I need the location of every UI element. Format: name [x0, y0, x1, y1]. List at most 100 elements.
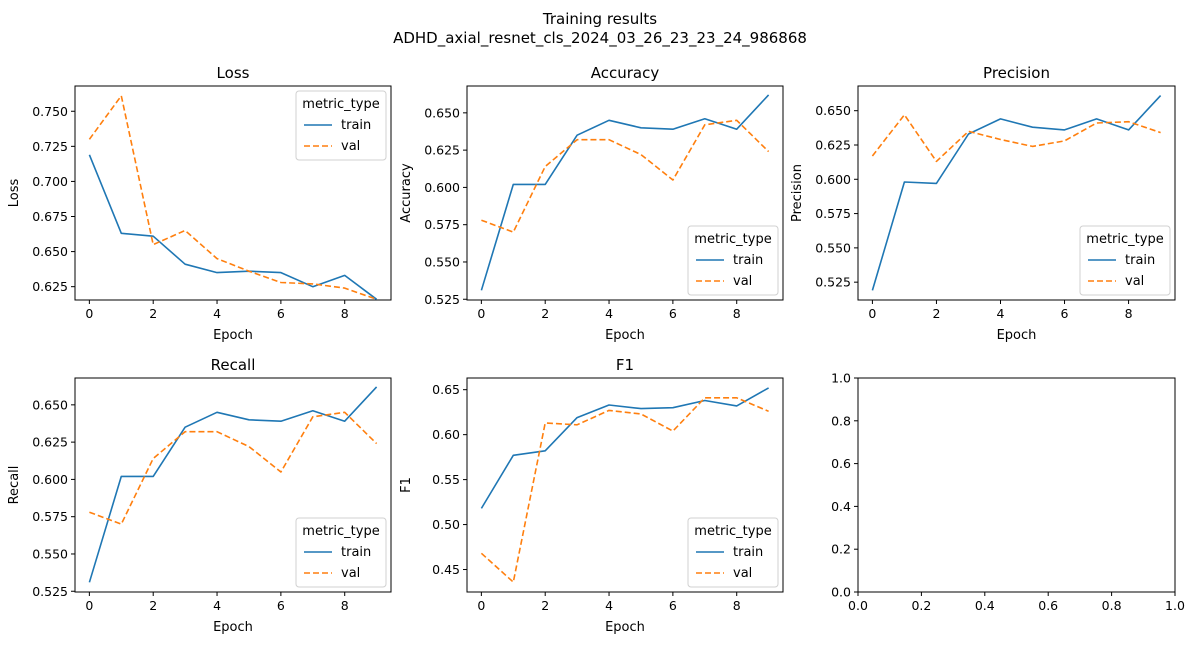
y-axis-label: Precision	[790, 164, 805, 222]
y-tick-label: 0.675	[32, 209, 68, 224]
y-tick-label: 0.625	[32, 279, 68, 294]
x-tick-label: 8	[341, 598, 349, 613]
y-tick-label: 0.4	[831, 499, 851, 514]
x-tick-label: 0	[477, 306, 485, 321]
y-tick-label: 0.575	[424, 217, 460, 232]
x-tick-label: 1.0	[1165, 598, 1185, 613]
legend-box	[1079, 225, 1171, 296]
legend-label-val: val	[1125, 274, 1144, 289]
x-tick-label: 0.0	[848, 598, 868, 613]
y-tick-label: 0.45	[432, 562, 460, 577]
y-tick-label: 0.525	[815, 275, 851, 290]
x-tick-label: 2	[541, 598, 549, 613]
series-line-val	[480, 396, 769, 583]
x-axis-label: Epoch	[213, 620, 253, 635]
legend-label-val: val	[341, 139, 360, 154]
y-tick-label: 0.2	[831, 542, 851, 557]
series-line-train	[88, 386, 378, 583]
x-tick-label: 6	[1061, 306, 1069, 321]
legend-title: metric_type	[302, 97, 379, 112]
y-tick-label: 0.55	[432, 472, 460, 487]
y-tick-label: 0.650	[32, 397, 68, 412]
y-tick-label: 0.650	[424, 105, 460, 120]
y-tick-label: 0.550	[32, 546, 68, 561]
chart-panel: Accuracy 0 2 4 6 8 0.525 0.550 0.575 0.600 0.625 0.…	[399, 64, 784, 343]
y-tick-label: 0.575	[815, 206, 851, 221]
x-axis-label: Epoch	[213, 328, 253, 343]
x-axis-label: Epoch	[605, 328, 645, 343]
x-tick-label: 4	[213, 598, 221, 613]
y-tick-label: 0.725	[32, 139, 68, 154]
x-tick-label: 4	[605, 306, 613, 321]
legend-label-train: train	[733, 545, 763, 560]
x-tick-label: 0	[477, 598, 485, 613]
y-axis-label: F1	[399, 477, 414, 493]
chart-title: Accuracy	[591, 64, 660, 82]
x-tick-label: 0.8	[1102, 598, 1122, 613]
y-tick-label: 0.575	[32, 509, 68, 524]
y-tick-label: 0.60	[432, 427, 460, 442]
chart-title: Precision	[983, 64, 1050, 82]
chart-panel: 0.0 0.2 0.4 0.6 0.8 1.0 0.0 0.2 0.4 0.6 0.8 1.0	[831, 371, 1185, 614]
axes-frame	[857, 377, 1176, 593]
x-tick-label: 0.4	[975, 598, 995, 613]
x-axis-label: Epoch	[997, 328, 1037, 343]
x-tick-label: 2	[149, 598, 157, 613]
y-tick-label: 0.700	[32, 174, 68, 189]
x-tick-label: 6	[277, 598, 285, 613]
legend-label-val: val	[733, 566, 752, 581]
figure-title: Training results	[542, 10, 657, 28]
x-tick-label: 2	[932, 306, 940, 321]
y-tick-label: 0.750	[32, 104, 68, 119]
x-tick-label: 0.2	[911, 598, 931, 613]
legend-title: metric_type	[694, 524, 771, 539]
legend-label-train: train	[341, 545, 371, 560]
axes-frame	[74, 85, 392, 301]
y-tick-label: 0.600	[815, 172, 851, 187]
y-tick-label: 0.625	[815, 137, 851, 152]
series-line-val	[481, 119, 770, 233]
axes-frame	[466, 377, 784, 593]
series-line-val	[89, 411, 378, 525]
legend-label-train: train	[733, 253, 763, 268]
x-tick-label: 0.6	[1038, 598, 1058, 613]
legend-label-val: val	[733, 274, 752, 289]
y-tick-label: 0.625	[424, 143, 460, 158]
legend-label-val: val	[341, 566, 360, 581]
y-tick-label: 0.6	[831, 456, 851, 471]
y-tick-label: 0.0	[831, 585, 851, 600]
legend-box	[295, 90, 387, 161]
y-tick-label: 0.650	[32, 244, 68, 259]
series-line-val	[88, 95, 377, 301]
x-tick-label: 0	[85, 598, 93, 613]
chart-panel: Loss 0 2 4 6 8 0.625 0.650 0.675 0.700 0.725 0.750 E…	[7, 64, 392, 343]
legend-label-train: train	[341, 118, 371, 133]
y-tick-label: 0.50	[432, 517, 460, 532]
y-tick-label: 0.550	[815, 240, 851, 255]
legend-box	[687, 225, 779, 296]
x-tick-label: 4	[997, 306, 1005, 321]
y-axis-label: Loss	[7, 179, 22, 208]
y-tick-label: 0.8	[831, 413, 851, 428]
legend-title: metric_type	[1086, 232, 1163, 247]
legend-box	[295, 517, 387, 588]
y-axis-label: Recall	[7, 466, 22, 505]
x-tick-label: 8	[733, 598, 741, 613]
x-tick-label: 8	[341, 306, 349, 321]
figure-subtitle: ADHD_axial_resnet_cls_2024_03_26_23_23_2…	[393, 29, 807, 48]
x-tick-label: 2	[541, 306, 549, 321]
x-axis-label: Epoch	[605, 620, 645, 635]
y-tick-label: 1.0	[831, 371, 851, 386]
series-line-val	[871, 114, 1161, 163]
legend-title: metric_type	[694, 232, 771, 247]
y-axis-label: Accuracy	[399, 163, 414, 223]
y-tick-label: 0.550	[424, 254, 460, 269]
y-tick-label: 0.625	[32, 435, 68, 450]
y-tick-label: 0.65	[432, 382, 460, 397]
x-tick-label: 0	[868, 306, 876, 321]
x-tick-label: 2	[149, 306, 157, 321]
